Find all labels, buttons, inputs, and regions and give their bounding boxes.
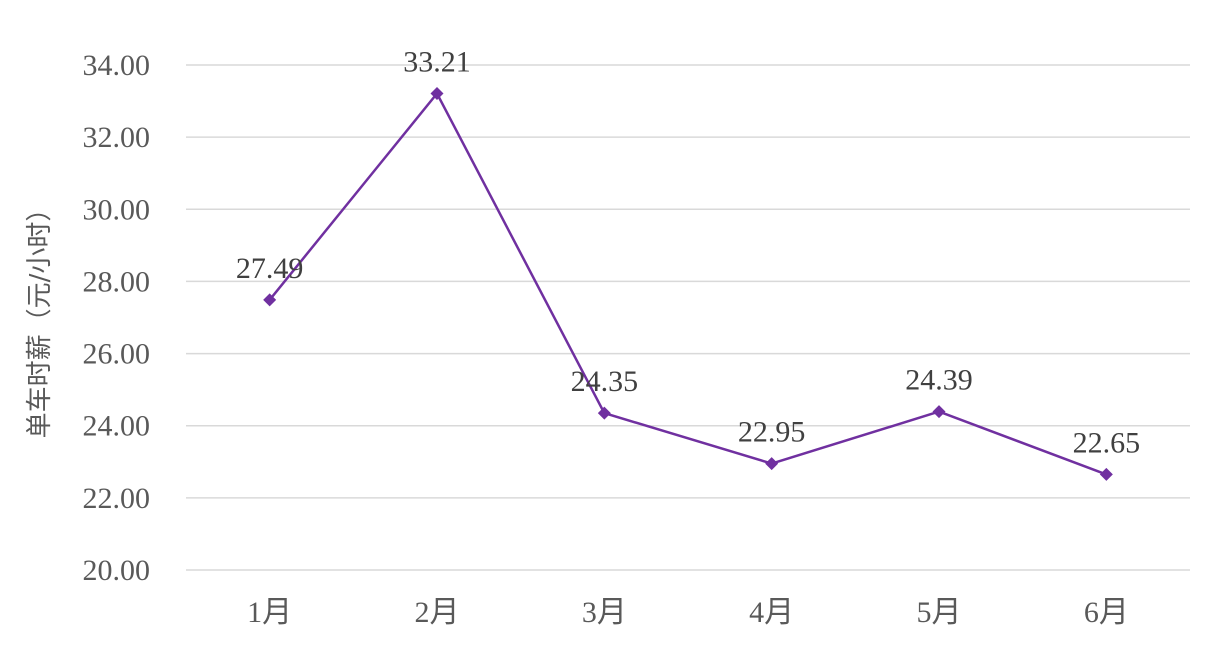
y-axis-title: 单车时薪（元/小时） xyxy=(25,196,55,439)
data-point-marker xyxy=(263,293,277,307)
x-tick-labels: 1月 2月 3月 4月 5月 6月 xyxy=(247,596,1129,629)
y-tick-label: 26.00 xyxy=(83,338,151,371)
data-point-marker xyxy=(932,405,946,419)
data-point-marker xyxy=(597,406,611,420)
data-point-marker xyxy=(1099,467,1113,481)
data-label: 24.39 xyxy=(905,364,973,397)
y-tick-label: 24.00 xyxy=(83,410,151,443)
x-tick-label: 5月 xyxy=(917,596,962,629)
data-label: 24.35 xyxy=(571,365,639,398)
data-label: 33.21 xyxy=(403,45,471,78)
series-layer xyxy=(263,86,1113,481)
data-point-marker xyxy=(765,457,779,471)
y-tick-label: 22.00 xyxy=(83,482,151,515)
x-tick-label: 3月 xyxy=(582,596,627,629)
y-tick-label: 34.00 xyxy=(83,49,151,82)
x-tick-label: 4月 xyxy=(749,596,794,629)
gridlines xyxy=(186,64,1190,571)
y-tick-label: 32.00 xyxy=(83,121,151,154)
data-label: 22.65 xyxy=(1073,426,1141,459)
x-tick-label: 6月 xyxy=(1084,596,1129,629)
x-tick-label: 1月 xyxy=(247,596,292,629)
series-line xyxy=(268,91,1107,476)
y-tick-label: 30.00 xyxy=(83,193,151,226)
data-labels: 27.49 33.21 24.35 22.95 24.39 22.65 xyxy=(236,45,1140,459)
y-tick-labels: 20.00 22.00 24.00 26.00 28.00 30.00 32.00 34.00 xyxy=(83,49,151,587)
x-tick-label: 2月 xyxy=(415,596,460,629)
data-point-marker xyxy=(430,86,444,100)
y-tick-label: 28.00 xyxy=(83,265,151,298)
data-label: 27.49 xyxy=(236,252,304,285)
y-tick-label: 20.00 xyxy=(83,554,151,587)
data-label: 22.95 xyxy=(738,416,806,449)
